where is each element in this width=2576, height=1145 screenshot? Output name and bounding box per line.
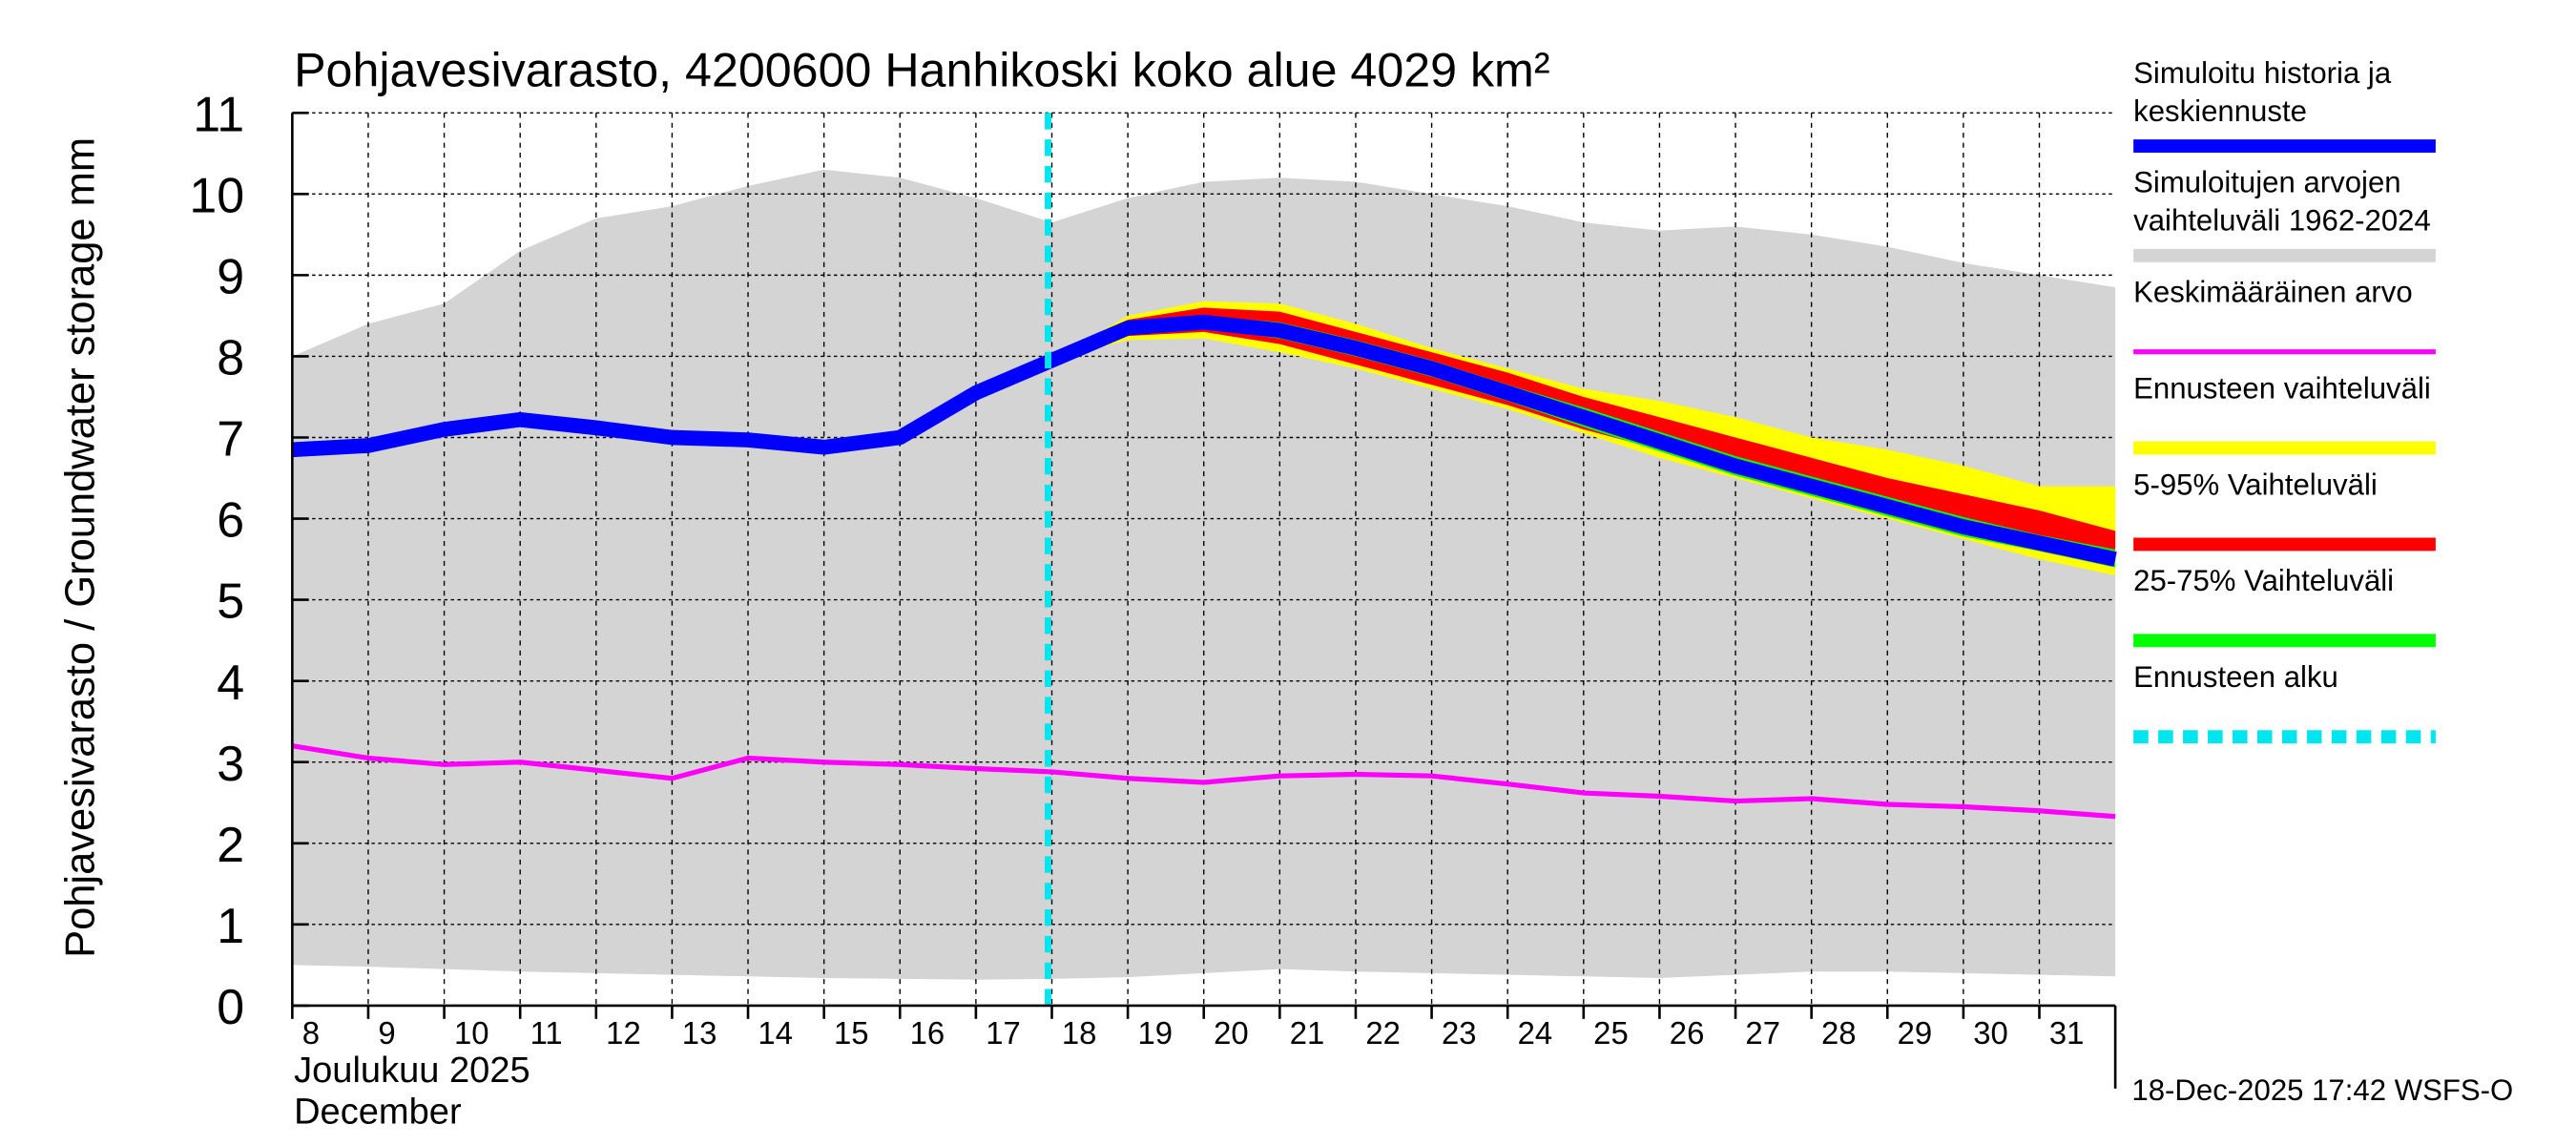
x-tick-label: 31 (2049, 1015, 2085, 1051)
legend-label: Simuloitu historia ja (2133, 56, 2392, 90)
x-tick-label: 9 (378, 1015, 395, 1051)
x-tick-label: 22 (1365, 1015, 1401, 1051)
x-tick-label: 11 (530, 1015, 563, 1051)
y-tick-label: 11 (193, 87, 244, 142)
x-tick-label: 8 (302, 1015, 320, 1051)
x-tick-label: 20 (1214, 1015, 1249, 1051)
x-tick-label: 12 (606, 1015, 641, 1051)
x-tick-label: 15 (834, 1015, 869, 1051)
p25-75-band (1051, 315, 2116, 568)
y-tick-label: 8 (217, 330, 244, 385)
x-tick-label: 27 (1745, 1015, 1780, 1051)
x-tick-label: 14 (758, 1015, 793, 1051)
legend: Simuloitu historia ja keskiennuste Simuloi… (2133, 56, 2436, 744)
simulated-line (291, 314, 2117, 567)
x-tick-label: 13 (682, 1015, 717, 1051)
y-tick-label: 10 (189, 168, 244, 223)
y-tick-label: 1 (217, 899, 244, 954)
legend-label: Keskimääräinen arvo (2133, 275, 2413, 308)
x-tick-label: 18 (1062, 1015, 1097, 1051)
x-tick-label: 10 (454, 1015, 489, 1051)
x-axis-label-en: December (294, 1091, 462, 1132)
legend-label: vaihteluväli 1962-2024 (2133, 204, 2431, 238)
y-tick-label: 2 (217, 818, 244, 873)
y-tick-label: 7 (217, 412, 244, 468)
legend-label: 5-95% Vaihteluväli (2133, 468, 2378, 501)
y-tick-label: 0 (217, 980, 244, 1035)
y-tick-label: 9 (217, 249, 244, 304)
y-tick-label: 4 (217, 656, 244, 711)
chart-title: Pohjavesivarasto, 4200600 Hanhikoski kok… (294, 42, 1550, 96)
x-axis-label-fi: Joulukuu 2025 (294, 1050, 530, 1091)
legend-label: 25-75% Vaihteluväli (2133, 564, 2394, 597)
x-tick-label: 28 (1821, 1015, 1857, 1051)
x-tick-label: 29 (1898, 1015, 1933, 1051)
x-tick-label: 24 (1518, 1015, 1553, 1051)
footer-timestamp: 18-Dec-2025 17:42 WSFS-O (2131, 1073, 2513, 1107)
x-tick-label: 19 (1138, 1015, 1174, 1051)
y-tick-label: 3 (217, 737, 244, 792)
y-tick-label: 5 (217, 574, 244, 630)
x-tick-label: 25 (1593, 1015, 1629, 1051)
x-tick-label: 26 (1670, 1015, 1705, 1051)
mean-line (291, 743, 2116, 820)
y-axis-label: Pohjavesivarasto / Groundwater storage m… (58, 137, 104, 958)
legend-label: Simuloitujen arvojen (2133, 166, 2400, 199)
x-tick-label: 30 (1973, 1015, 2008, 1051)
legend-label: keskiennuste (2133, 94, 2307, 128)
x-tick-label: 23 (1442, 1015, 1477, 1051)
x-tick-label: 17 (986, 1015, 1021, 1051)
legend-label: Ennusteen alku (2133, 660, 2338, 694)
x-tick-label: 21 (1290, 1015, 1325, 1051)
x-tick-label: 16 (910, 1015, 945, 1051)
forecast-range-band (1051, 301, 2116, 576)
legend-label: Ennusteen vaihteluväli (2133, 371, 2431, 405)
y-tick-label: 6 (217, 493, 244, 549)
